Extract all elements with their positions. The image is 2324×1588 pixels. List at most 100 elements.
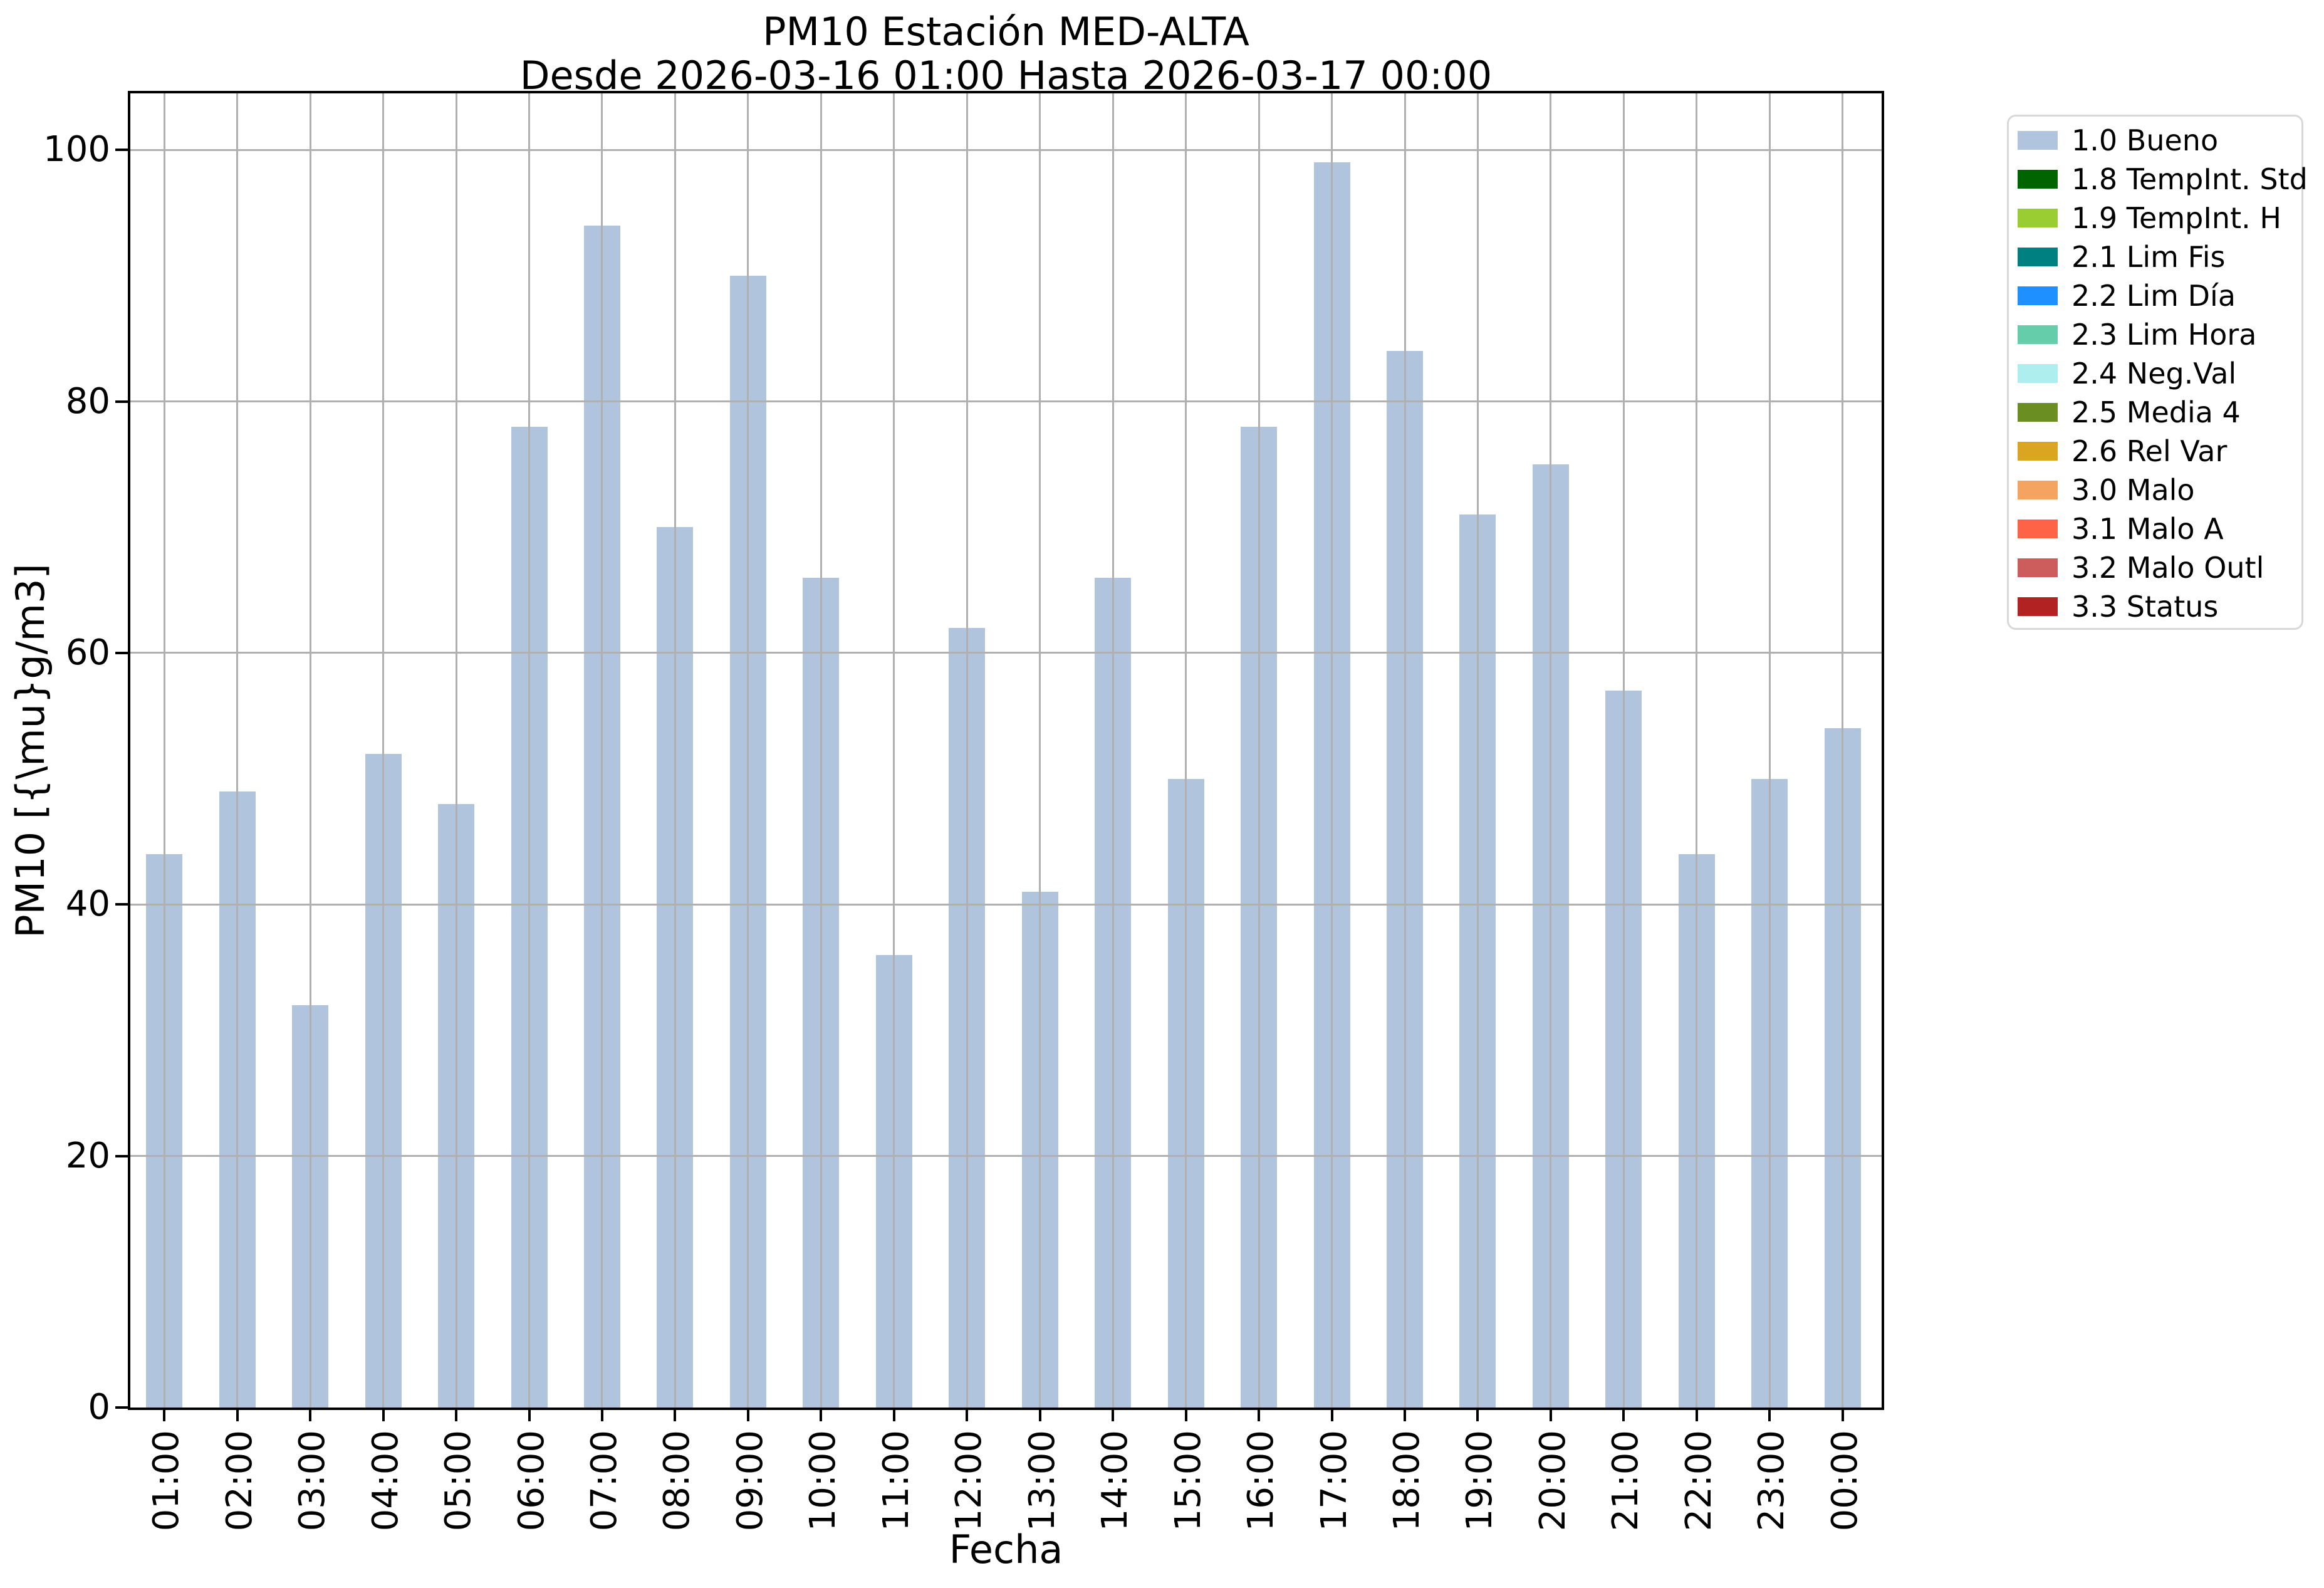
legend: 1.0 Bueno 1.8 TempInt. Std 1.9 TempInt. H 2… [2007,115,2308,630]
x-tick-label: 11:00 [875,1430,917,1532]
x-tick-mark [746,1408,749,1421]
y-tick-mark [115,1406,130,1409]
x-tick-label: 05:00 [438,1430,479,1532]
legend-item: 1.8 TempInt. Std [2009,160,2308,199]
y-tick-label: 60 [65,632,110,673]
x-tick-label: 08:00 [657,1430,698,1532]
x-tick-mark [1258,1408,1261,1421]
x-tick-label: 23:00 [1751,1430,1793,1532]
x-tick-mark [163,1408,166,1421]
legend-item: 3.0 Malo [2009,471,2301,509]
legend-label: 2.3 Lim Hora [2071,318,2257,352]
grid-line-x [966,93,968,1408]
legend-item: 2.4 Neg.Val [2009,354,2301,393]
x-tick-mark [455,1408,458,1421]
legend-swatch [2018,520,2058,538]
x-tick-mark [382,1408,385,1421]
y-tick-label: 40 [65,884,110,925]
plot-area [128,91,1884,1410]
grid-line-x [1331,93,1333,1408]
y-tick-mark [115,651,130,654]
x-tick-mark [236,1408,239,1421]
legend-swatch [2018,209,2058,227]
legend-item: 2.6 Rel Var [2009,432,2301,471]
x-axis-label: Fecha [949,1527,1063,1572]
grid-line-x [747,93,749,1408]
x-tick-label: 07:00 [583,1430,625,1532]
x-tick-mark [820,1408,823,1421]
grid-line-x [1622,93,1625,1408]
legend-item: 3.1 Malo A [2009,509,2301,548]
grid-line-y [130,149,1882,151]
grid-line-x [1039,93,1041,1408]
legend-swatch [2018,286,2058,305]
x-tick-label: 15:00 [1167,1430,1209,1532]
grid-line-x [1550,93,1552,1408]
legend-item: 2.1 Lim Fis [2009,238,2301,276]
legend-label: 3.1 Malo A [2071,512,2224,546]
x-tick-mark [674,1408,677,1421]
x-tick-mark [1112,1408,1115,1421]
x-tick-label: 18:00 [1387,1430,1428,1532]
y-tick-label: 80 [65,380,110,422]
x-tick-label: 00:00 [1824,1430,1865,1532]
legend-label: 1.9 TempInt. H [2071,201,2281,235]
chart-subtitle: Desde 2026-03-16 01:00 Hasta 2026-03-17 … [519,53,1493,98]
legend-item: 2.3 Lim Hora [2009,315,2301,354]
x-tick-mark [1330,1408,1333,1421]
chart-title: PM10 Estación MED-ALTA [763,9,1249,55]
x-tick-label: 20:00 [1532,1430,1573,1532]
x-tick-mark [1622,1408,1625,1421]
y-tick-label: 20 [65,1135,110,1176]
legend-swatch [2018,131,2058,150]
legend-item: 2.2 Lim Día [2009,276,2301,315]
legend-label: 2.5 Media 4 [2071,395,2241,429]
grid-line-x [1258,93,1260,1408]
x-tick-mark [1695,1408,1698,1421]
grid-line-x [674,93,676,1408]
legend-swatch [2018,170,2058,189]
x-tick-label: 03:00 [292,1430,333,1532]
x-tick-mark [1841,1408,1844,1421]
x-tick-mark [892,1408,895,1421]
x-tick-label: 12:00 [949,1430,990,1532]
x-tick-label: 22:00 [1678,1430,1719,1532]
grid-line-x [455,93,457,1408]
x-tick-mark [1476,1408,1479,1421]
x-tick-mark [528,1408,531,1421]
legend-item: 1.0 Bueno [2009,121,2301,160]
legend-swatch [2018,403,2058,422]
legend-item: 1.9 TempInt. H [2009,199,2301,238]
x-tick-label: 16:00 [1241,1430,1282,1532]
y-tick-label: 0 [88,1387,110,1428]
legend-items: 1.0 Bueno 1.8 TempInt. Std 1.9 TempInt. H 2… [2009,121,2308,626]
legend-swatch [2018,364,2058,383]
legend-label: 2.1 Lim Fis [2071,240,2226,274]
grid-line-y [130,400,1882,403]
legend-label: 3.0 Malo [2071,473,2195,507]
legend-swatch [2018,558,2058,577]
grid-line-y [130,903,1882,906]
grid-line-x [1768,93,1771,1408]
x-tick-label: 04:00 [365,1430,406,1532]
legend-label: 2.6 Rel Var [2071,434,2228,468]
grid-line-x [1404,93,1406,1408]
grid-line-x [1842,93,1844,1408]
legend-item: 3.2 Malo Outl [2009,548,2301,587]
x-tick-label: 09:00 [729,1430,771,1532]
x-tick-mark [1038,1408,1041,1421]
legend-item: 2.5 Media 4 [2009,393,2301,432]
x-tick-mark [1184,1408,1187,1421]
x-tick-label: 13:00 [1021,1430,1063,1532]
y-tick-label: 100 [43,129,110,170]
legend-swatch [2018,442,2058,461]
x-tick-label: 21:00 [1605,1430,1647,1532]
grid-line-x [236,93,239,1408]
x-tick-label: 10:00 [803,1430,844,1532]
legend-label: 2.2 Lim Día [2071,279,2236,313]
grid-line-x [382,93,385,1408]
legend-label: 2.4 Neg.Val [2071,357,2237,390]
legend-swatch [2018,248,2058,266]
x-tick-mark [1549,1408,1552,1421]
